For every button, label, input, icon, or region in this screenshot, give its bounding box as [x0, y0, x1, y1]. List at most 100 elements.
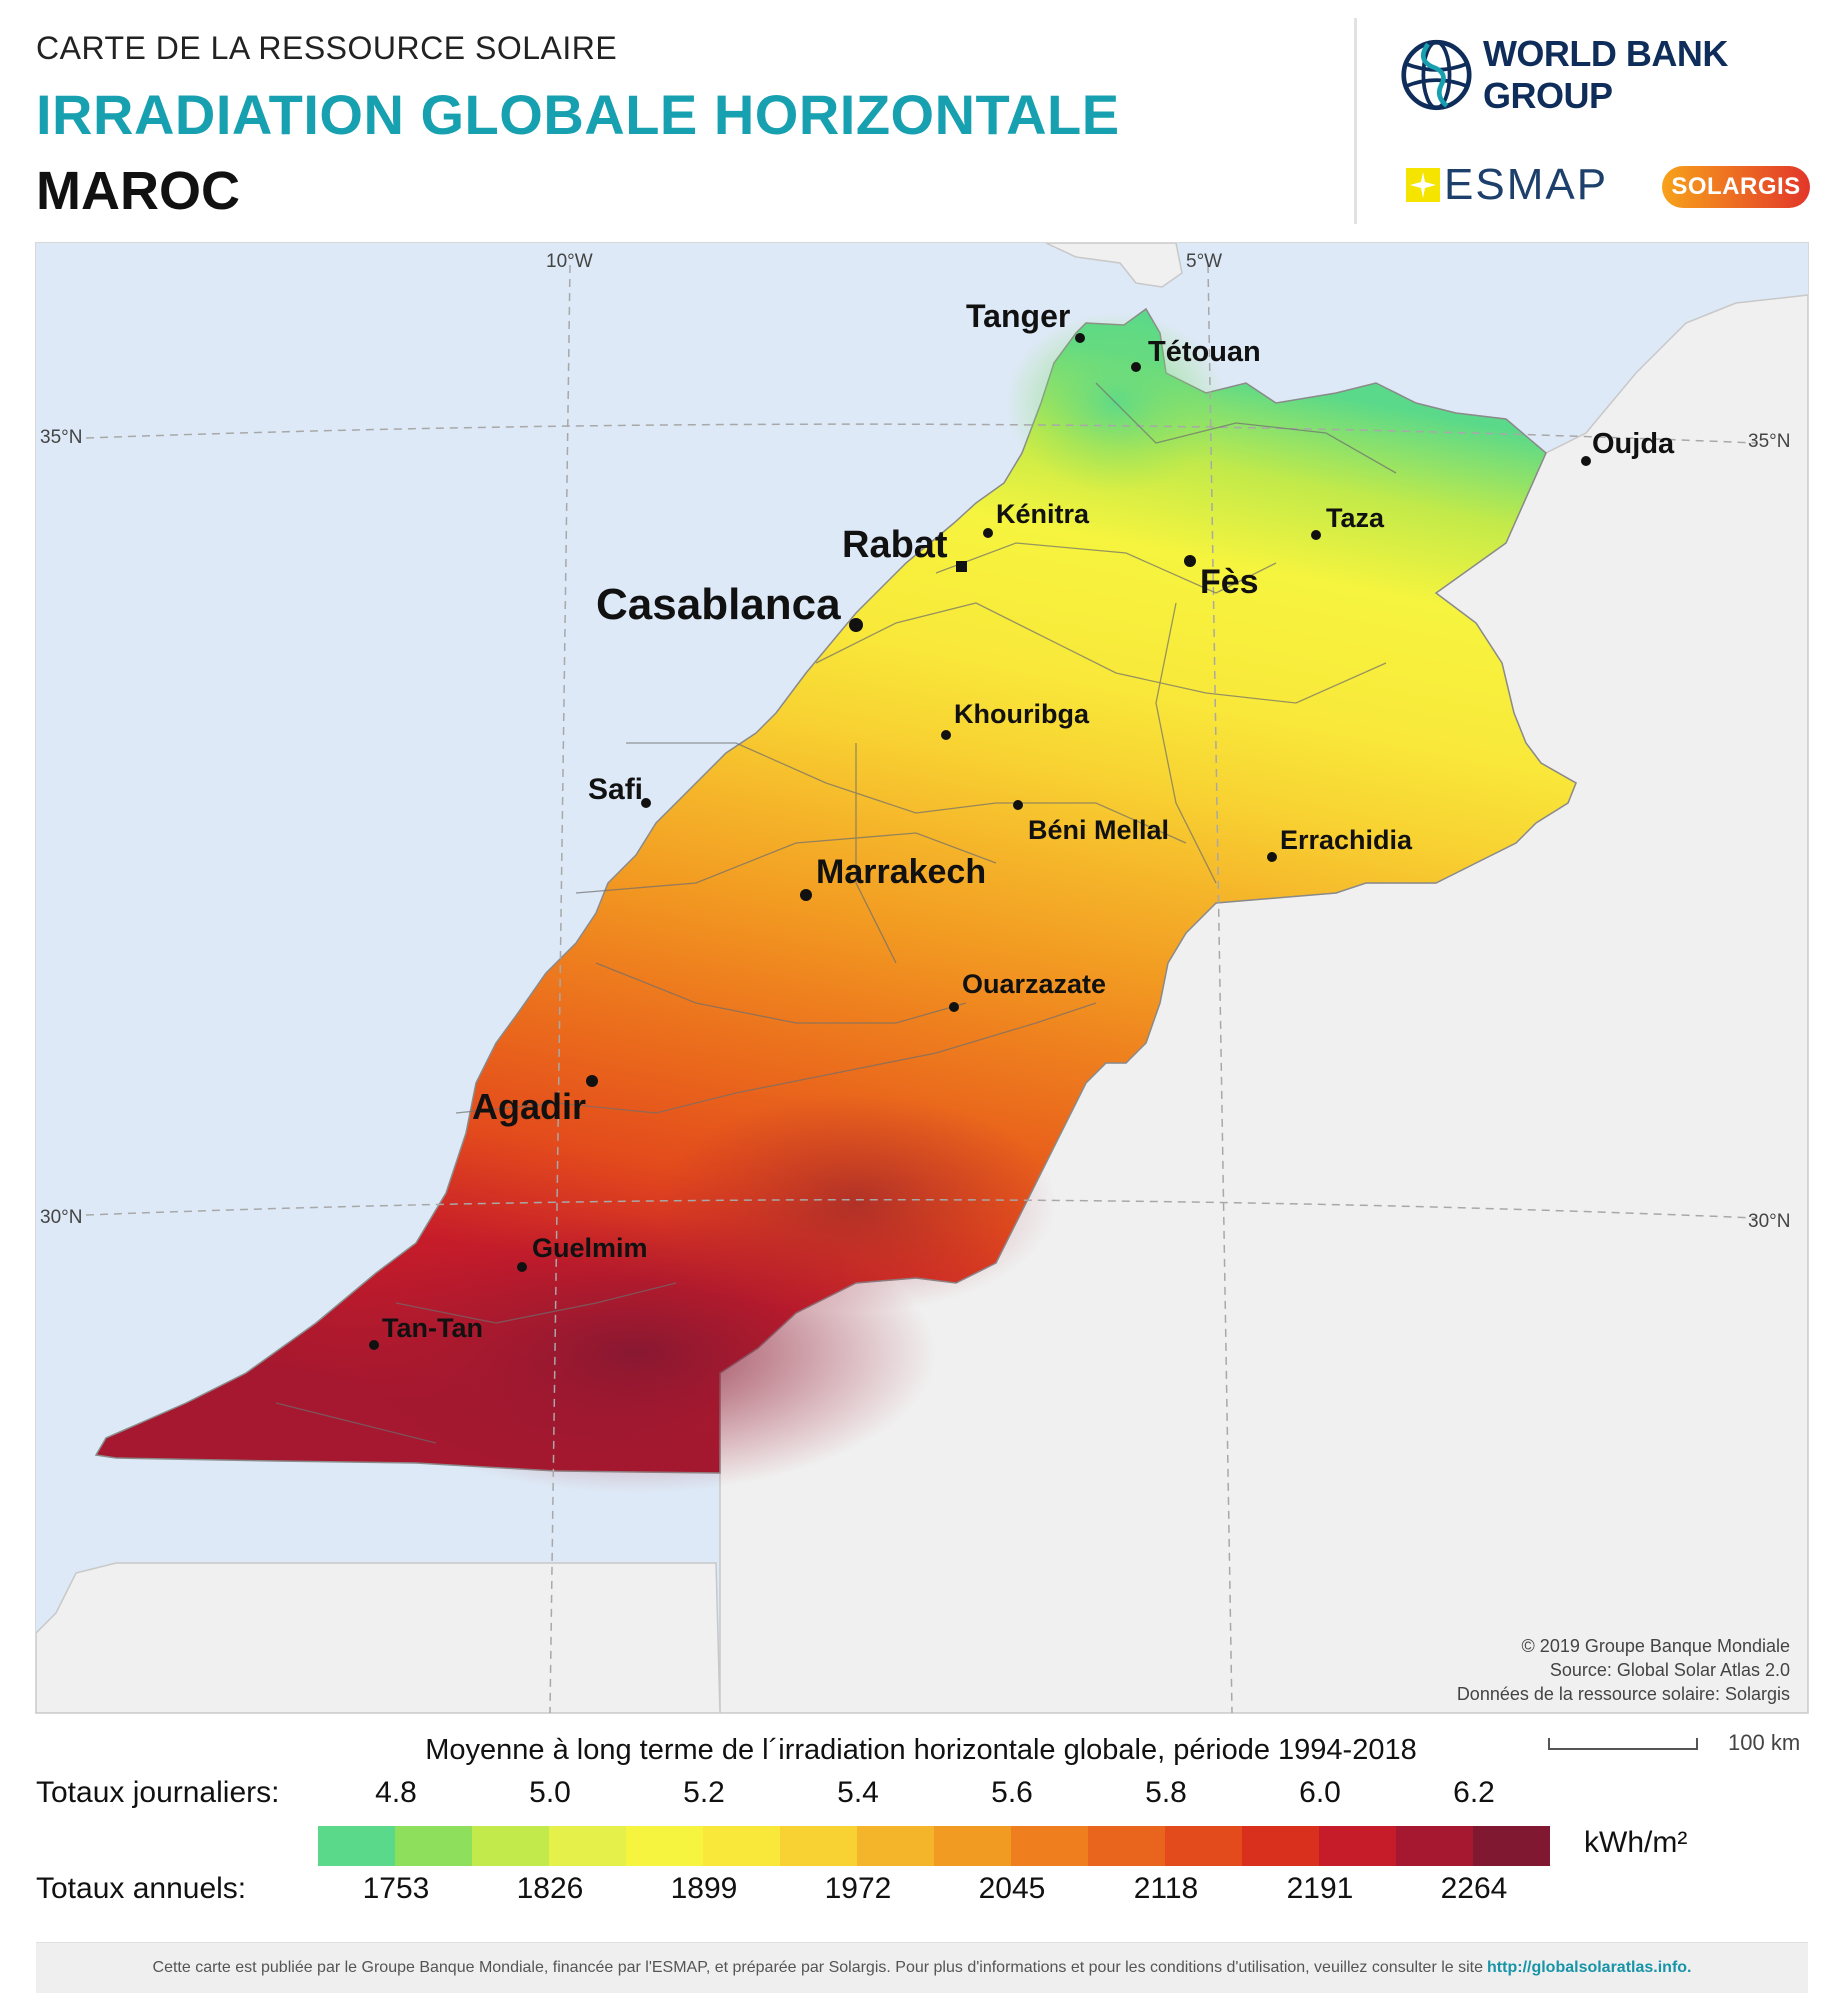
legend-swatch — [1088, 1826, 1165, 1866]
city-dot-oujda — [1581, 456, 1591, 466]
legend-annual-tick: 1826 — [516, 1872, 584, 1905]
city-label-agadir: Agadir — [472, 1086, 586, 1127]
city-markers: Tanger Tétouan Oujda Kénitra Taza Rabat … — [369, 298, 1675, 1350]
city-label-tanger: Tanger — [966, 298, 1070, 334]
credit-line: © 2019 Groupe Banque Mondiale — [1521, 1636, 1790, 1656]
legend-swatch — [549, 1826, 626, 1866]
legend-daily-tick: 6.2 — [1453, 1776, 1495, 1809]
legend-daily-tick: 5.2 — [683, 1776, 725, 1809]
city-dot-tanger — [1075, 333, 1085, 343]
footer-text: Cette carte est publiée par le Groupe Ba… — [152, 1959, 1484, 1976]
world-bank-logo: WORLD BANK GROUP — [1400, 30, 1842, 120]
city-label-fes: Fès — [1200, 563, 1259, 601]
legend-annual-tick: 2118 — [1133, 1872, 1199, 1905]
header-divider — [1354, 18, 1357, 224]
meridian-5w — [1207, 264, 1233, 1713]
legend-swatch — [472, 1826, 549, 1866]
legend-swatch — [780, 1826, 857, 1866]
city-label-errachidia: Errachidia — [1280, 825, 1413, 855]
esmap-wordmark: ESMAP — [1444, 160, 1609, 209]
legend-daily-tick: 5.4 — [837, 1776, 879, 1809]
city-dot-casablanca — [849, 618, 863, 632]
legend-swatch — [1165, 1826, 1242, 1866]
city-dot-fes — [1184, 555, 1196, 567]
legend-swatch — [1396, 1826, 1473, 1866]
legend-swatch — [857, 1826, 934, 1866]
legend-swatch — [1319, 1826, 1396, 1866]
scale-bar — [1548, 1738, 1698, 1750]
city-label-safi: Safi — [588, 773, 643, 806]
map-subtitle: CARTE DE LA RESSOURCE SOLAIRE — [36, 30, 618, 66]
city-dot-agadir — [586, 1075, 598, 1087]
label-30n-right: 30°N — [1748, 1211, 1790, 1232]
credit-line: Source: Global Solar Atlas 2.0 — [1549, 1660, 1790, 1680]
city-label-marrakech: Marrakech — [816, 853, 986, 891]
city-label-tan-tan: Tan-Tan — [382, 1313, 483, 1343]
city-label-guelmim: Guelmim — [532, 1233, 648, 1263]
city-dot-ouarzazate — [949, 1002, 959, 1012]
label-30n-left: 30°N — [40, 1207, 82, 1228]
legend-daily-tick: 6.0 — [1299, 1776, 1341, 1809]
legend-annual-tick: 1899 — [670, 1872, 738, 1905]
legend-swatch — [318, 1826, 395, 1866]
legend-annual-label: Totaux annuels: — [36, 1872, 247, 1905]
legend-annual-tick: 2264 — [1440, 1872, 1508, 1905]
credit-line: Données de la ressource solaire: Solargi… — [1456, 1684, 1790, 1704]
city-dot-tan-tan — [369, 1340, 379, 1350]
world-bank-wordmark: WORLD BANK GROUP — [1482, 33, 1728, 116]
legend-annual-tick: 2045 — [978, 1872, 1046, 1905]
legend-swatch — [1242, 1826, 1319, 1866]
esmap-logo: ESMAP — [1406, 160, 1608, 210]
label-10w: 10°W — [546, 251, 593, 272]
city-label-taza: Taza — [1326, 503, 1385, 533]
legend-swatch — [626, 1826, 703, 1866]
city-label-ouarzazate: Ouarzazate — [962, 969, 1106, 999]
hot-zone-anti-atlas — [656, 1093, 1056, 1313]
city-dot-marrakech — [800, 889, 812, 901]
map-canvas: 10°W 5°W 35°N 35°N 30°N 30°N Tanger — [36, 243, 1808, 1713]
city-label-tetouan: Tétouan — [1148, 336, 1261, 368]
legend-daily-tick: 5.0 — [529, 1776, 571, 1809]
map-credits: © 2019 Groupe Banque Mondiale Source: Gl… — [1457, 1634, 1790, 1706]
city-dot-safi — [641, 798, 651, 808]
city-dot-beni-mellal — [1013, 800, 1023, 810]
city-dot-kenitra — [983, 528, 993, 538]
label-35n-right: 35°N — [1748, 431, 1790, 452]
city-dot-errachidia — [1267, 852, 1277, 862]
city-dot-taza — [1311, 530, 1321, 540]
city-dot-rabat — [956, 561, 967, 572]
country-name: MAROC — [36, 161, 240, 221]
city-label-oujda: Oujda — [1592, 428, 1675, 460]
legend-title: Moyenne à long terme de l´irradiation ho… — [425, 1734, 1417, 1766]
scale-bar-label: 100 km — [1728, 1730, 1801, 1755]
legend-swatch — [934, 1826, 1011, 1866]
legend-swatch — [395, 1826, 472, 1866]
graticule — [85, 264, 1757, 1713]
legend-swatch — [1011, 1826, 1088, 1866]
sun-icon — [1406, 168, 1440, 202]
western-sahara-landmass — [36, 1562, 721, 1713]
city-label-kenitra: Kénitra — [996, 499, 1090, 529]
legend-daily-tick: 5.8 — [1145, 1776, 1187, 1809]
city-label-khouribga: Khouribga — [954, 699, 1090, 729]
map-title: IRRADIATION GLOBALE HORIZONTALE — [36, 83, 1120, 146]
legend-daily-label: Totaux journaliers: — [36, 1776, 280, 1809]
city-label-rabat: Rabat — [842, 524, 948, 566]
meridian-10w — [549, 264, 571, 1713]
city-dot-khouribga — [941, 730, 951, 740]
city-label-beni-mellal: Béni Mellal — [1028, 815, 1169, 845]
legend-color-ramp — [318, 1826, 1550, 1866]
city-label-casablanca: Casablanca — [596, 580, 841, 629]
legend-daily-tick: 4.8 — [375, 1776, 417, 1809]
label-35n-left: 35°N — [40, 427, 82, 448]
footer-link[interactable]: http://globalsolaratlas.info. — [1487, 1959, 1692, 1976]
spain-landmass — [1045, 243, 1183, 288]
region-borders — [275, 382, 1397, 1444]
city-dot-tetouan — [1131, 362, 1141, 372]
legend-unit: kWh/m² — [1584, 1826, 1688, 1859]
globe-icon — [1401, 39, 1472, 111]
legend-swatch — [703, 1826, 780, 1866]
solar-map: 10°W 5°W 35°N 35°N 30°N 30°N Tanger — [35, 242, 1809, 1714]
solargis-logo: SOLARGIS — [1662, 166, 1810, 208]
legend-annual-tick: 1972 — [824, 1872, 892, 1905]
